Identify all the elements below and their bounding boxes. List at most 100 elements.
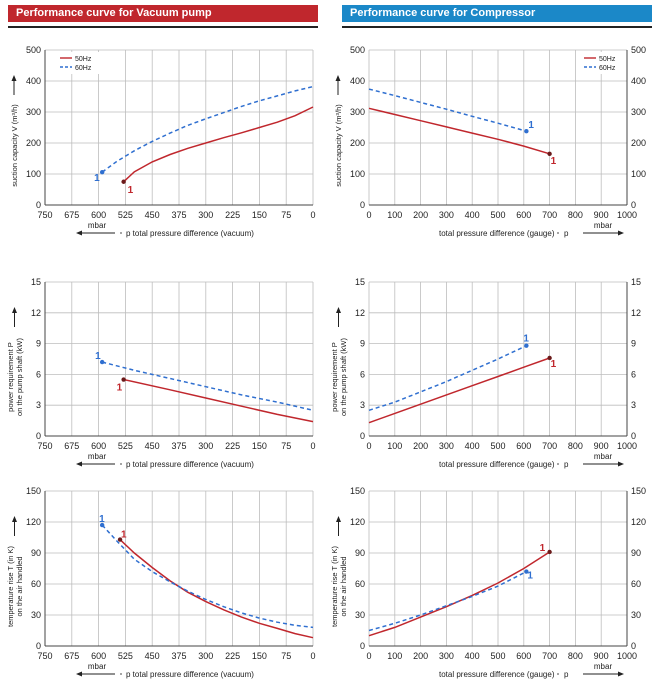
x-tick-label: 300 — [198, 441, 213, 451]
y-tick-label-right: 6 — [631, 369, 636, 379]
x-tick-label: 600 — [516, 441, 531, 451]
series-50hz-line — [123, 378, 314, 423]
chart-vac-flow: 750 675 600 525 450 375 300 225 150 75 00100200300… — [10, 45, 316, 238]
x-tick-label: 75 — [281, 441, 291, 451]
label-dot — [557, 673, 559, 675]
endpoint-marker-60hz — [99, 359, 105, 365]
x-unit-label: mbar — [594, 221, 613, 230]
y-tick-label-right: 0 — [631, 200, 636, 210]
x-axis-p-label: p — [564, 460, 569, 469]
x-tick-label: 200 — [413, 441, 428, 451]
vacuum-pump-header: Performance curve for Vacuum pump — [8, 5, 318, 22]
x-tick-label: 150 — [252, 441, 267, 451]
endpoint-label: 1 — [95, 351, 101, 362]
y-tick-label-right: 300 — [631, 107, 646, 117]
y-tick-label-right: 15 — [631, 277, 641, 287]
x-tick-label: 0 — [310, 210, 315, 220]
x-tick-label: 700 — [542, 651, 557, 661]
endpoint-marker-50hz — [121, 377, 126, 382]
y-tick-label: 60 — [355, 579, 365, 589]
x-tick-label: 500 — [490, 441, 505, 451]
x-tick-label: 700 — [542, 441, 557, 451]
compressor-header-rule — [342, 26, 652, 28]
y-axis-label: suction capacity V (m³/h) — [334, 104, 343, 187]
series-60hz-line — [368, 345, 527, 412]
x-tick-label: 450 — [145, 210, 160, 220]
x-unit-label: mbar — [594, 662, 613, 671]
x-tick-label: 525 — [118, 441, 133, 451]
legend-label: 50Hz — [599, 56, 616, 63]
label-dot — [120, 673, 122, 675]
series-50hz-line — [123, 106, 314, 183]
x-tick-label: 200 — [413, 210, 428, 220]
y-axis-arrow-head — [336, 516, 341, 522]
x-tick-label: 900 — [594, 651, 609, 661]
x-tick-label: 300 — [439, 441, 454, 451]
x-tick-label: 150 — [252, 651, 267, 661]
y-tick-label-right: 60 — [631, 579, 641, 589]
endpoint-marker-50hz — [547, 151, 552, 157]
x-tick-label: 300 — [439, 210, 454, 220]
y-axis-label: power requirement P — [6, 342, 15, 412]
x-tick-label: 600 — [91, 441, 106, 451]
endpoint-marker-50hz — [117, 537, 123, 542]
x-tick-label: 300 — [198, 651, 213, 661]
y-tick-label: 120 — [350, 517, 365, 527]
x-unit-label: mbar — [88, 452, 107, 461]
y-tick-label: 100 — [350, 169, 365, 179]
y-tick-label: 3 — [36, 400, 41, 410]
y-tick-label: 6 — [36, 369, 41, 379]
x-tick-label: 0 — [366, 210, 371, 220]
endpoint-label: 1 — [99, 514, 105, 525]
y-axis-arrow-head — [11, 75, 17, 81]
x-tick-label: 0 — [366, 651, 371, 661]
series-50hz-line — [119, 539, 314, 639]
endpoint-label: 1 — [540, 543, 546, 554]
x-tick-label: 700 — [542, 210, 557, 220]
y-tick-label: 0 — [36, 200, 41, 210]
y-tick-label-right: 12 — [631, 308, 641, 318]
series-50hz-line — [368, 357, 550, 424]
x-tick-label: 0 — [366, 441, 371, 451]
y-tick-label: 200 — [350, 138, 365, 148]
y-tick-label-right: 3 — [631, 400, 636, 410]
label-dot — [120, 232, 122, 234]
y-axis-label: temperature rise T (in K) — [330, 546, 339, 628]
x-tick-label: 1000 — [617, 651, 637, 661]
x-axis-label: total pressure difference (gauge) — [439, 460, 555, 469]
label-dot — [557, 463, 559, 465]
x-unit-label: mbar — [88, 221, 107, 230]
x-unit-label: mbar — [88, 662, 107, 671]
y-tick-label: 12 — [31, 308, 41, 318]
x-axis-label: p total pressure difference (vacuum) — [126, 460, 254, 469]
x-tick-label: 525 — [118, 210, 133, 220]
endpoint-marker-60hz — [99, 522, 105, 528]
y-tick-label-right: 100 — [631, 169, 646, 179]
series-60hz-line — [101, 524, 314, 629]
series-50hz-line — [368, 551, 551, 637]
x-tick-label: 300 — [198, 210, 213, 220]
endpoint-label: 1 — [551, 156, 557, 167]
series-60hz-line — [102, 361, 314, 412]
x-tick-label: 800 — [568, 210, 583, 220]
x-axis-arrow-head — [618, 230, 624, 236]
endpoint-marker-60hz — [524, 343, 529, 348]
y-tick-label-right: 0 — [631, 641, 636, 651]
y-axis-label: suction capacity V (m³/h) — [10, 104, 19, 187]
series-60hz-line — [368, 88, 527, 132]
x-tick-label: 900 — [594, 441, 609, 451]
x-tick-label: 75 — [281, 651, 291, 661]
y-tick-label-right: 9 — [631, 339, 636, 349]
y-tick-label: 15 — [31, 277, 41, 287]
y-axis-label: power requirement P — [330, 342, 339, 412]
x-tick-label: 750 — [37, 210, 52, 220]
y-tick-label: 12 — [355, 308, 365, 318]
legend: 50Hz 60Hz — [582, 52, 624, 74]
x-tick-label: 500 — [490, 210, 505, 220]
x-tick-label: 1000 — [617, 441, 637, 451]
x-tick-label: 400 — [465, 210, 480, 220]
x-tick-label: 675 — [64, 651, 79, 661]
y-tick-label: 150 — [350, 486, 365, 496]
